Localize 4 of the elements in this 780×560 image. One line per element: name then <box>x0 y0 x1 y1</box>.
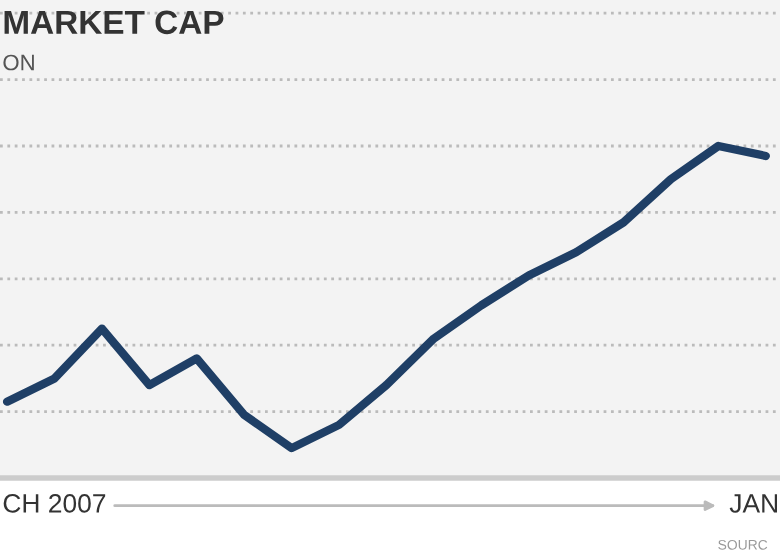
text: CH 2007 <box>3 494 106 513</box>
text: JAN <box>729 494 777 513</box>
chart-title: MARKET CAP <box>4 10 224 35</box>
chart-subtitle: ON <box>3 54 34 71</box>
